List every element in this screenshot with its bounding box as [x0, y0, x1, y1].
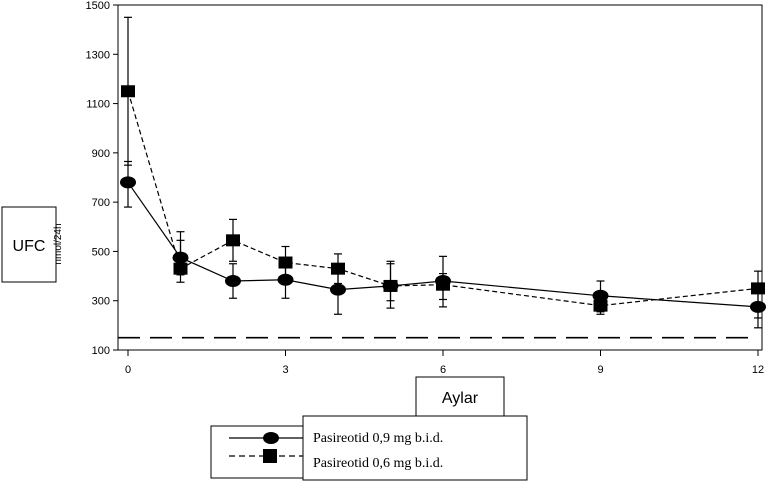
y-tick-label: 100 — [92, 345, 110, 357]
data-point-square — [121, 85, 135, 98]
x-tick-label: 9 — [597, 364, 603, 376]
data-point-square — [331, 262, 345, 275]
data-point-square — [278, 256, 293, 269]
y-tick-label: 1100 — [86, 99, 110, 111]
y-axis: 100 300 500 700 900 1100 1300 1500 — [86, 0, 118, 357]
series-layer — [120, 16, 766, 329]
y-tick-label: 700 — [92, 197, 110, 209]
y-tick-label: 300 — [92, 296, 110, 308]
data-point-square — [751, 282, 765, 295]
data-point-square — [173, 262, 188, 275]
data-point-square — [436, 278, 450, 291]
legend-box-inner — [302, 415, 528, 481]
x-tick-label: 12 — [752, 364, 764, 376]
legend-marker-square — [263, 449, 277, 463]
plot-frame — [117, 4, 763, 351]
y-label-box — [1, 206, 57, 283]
y-axis-unit: nmol/24h — [53, 223, 64, 264]
x-axis: 0 3 6 9 12 — [125, 350, 764, 376]
series-2 — [121, 16, 765, 319]
data-point-circle — [225, 275, 241, 287]
x-tick-label: 6 — [440, 364, 446, 376]
data-point-square — [593, 299, 608, 312]
data-point-circle — [120, 176, 136, 189]
y-tick-label: 1500 — [86, 0, 110, 12]
legend-label-series-2: Pasireotid 0,6 mg b.i.d. — [313, 456, 443, 471]
x-tick-label: 0 — [125, 364, 131, 376]
legend: Pasireotid 0,9 mg b.i.d. Pasireotid 0,6 … — [210, 415, 528, 481]
x-tick-label: 3 — [282, 364, 288, 376]
y-tick-label: 1300 — [86, 49, 110, 61]
legend-marker-circle — [263, 432, 279, 444]
y-tick-label: 500 — [92, 246, 110, 258]
data-point-square — [383, 279, 398, 292]
data-point-square — [226, 234, 240, 247]
data-point-circle — [277, 273, 294, 286]
legend-label-series-1: Pasireotid 0,9 mg b.i.d. — [313, 431, 443, 446]
x-axis-label: Aylar — [442, 390, 479, 407]
y-tick-label: 900 — [92, 148, 110, 160]
y-axis-label: UFC — [13, 238, 46, 255]
data-point-circle — [330, 283, 346, 296]
